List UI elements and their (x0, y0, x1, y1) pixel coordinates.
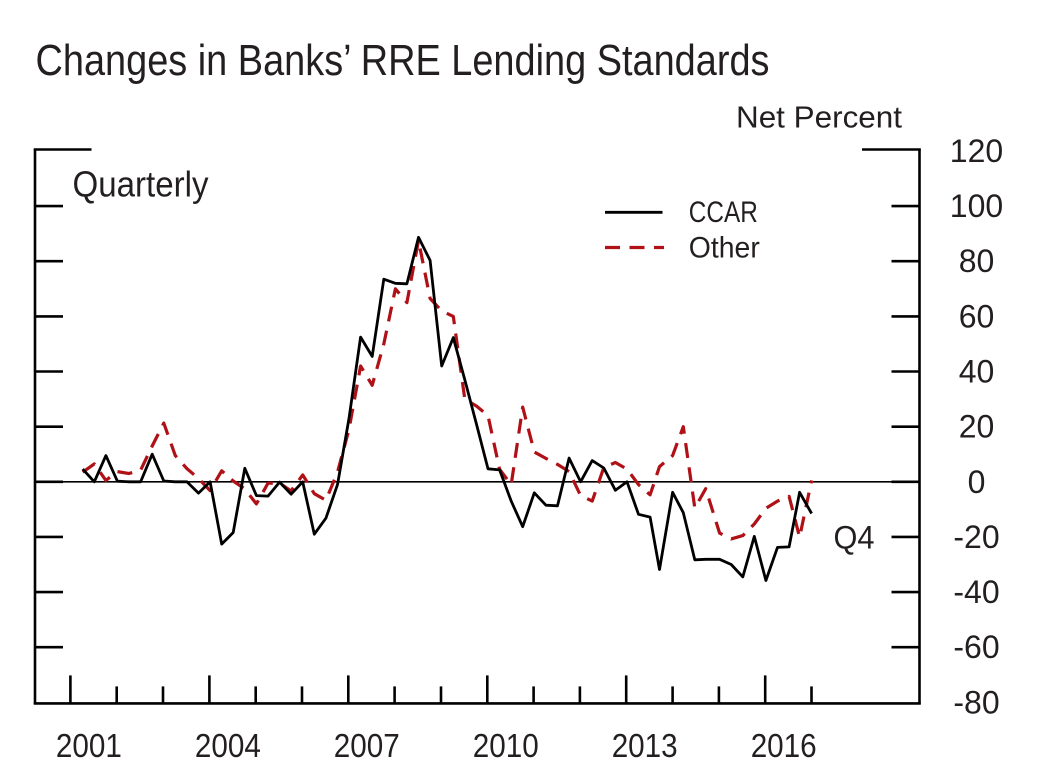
svg-text:40: 40 (959, 354, 995, 390)
svg-text:2004: 2004 (195, 727, 261, 764)
svg-text:2016: 2016 (751, 727, 817, 764)
svg-text:-40: -40 (953, 574, 999, 610)
svg-text:-20: -20 (953, 519, 999, 555)
svg-text:2010: 2010 (473, 727, 539, 764)
svg-text:CCAR: CCAR (689, 196, 758, 229)
svg-text:Changes in Banks’ RRE Lending: Changes in Banks’ RRE Lending Standards (36, 36, 770, 85)
svg-text:Other: Other (689, 232, 760, 265)
svg-text:2001: 2001 (56, 727, 122, 764)
svg-text:20: 20 (959, 409, 995, 445)
svg-text:2013: 2013 (612, 727, 678, 764)
svg-text:Q4: Q4 (834, 520, 875, 556)
svg-text:80: 80 (959, 243, 995, 279)
svg-text:100: 100 (950, 188, 1003, 224)
svg-text:120: 120 (950, 133, 1003, 169)
svg-text:0: 0 (968, 464, 986, 500)
svg-text:60: 60 (959, 298, 995, 334)
svg-text:2007: 2007 (334, 727, 400, 764)
svg-text:Net Percent: Net Percent (736, 100, 902, 135)
svg-text:-80: -80 (953, 684, 999, 720)
svg-text:-60: -60 (953, 629, 999, 665)
svg-text:Quarterly: Quarterly (73, 164, 209, 205)
